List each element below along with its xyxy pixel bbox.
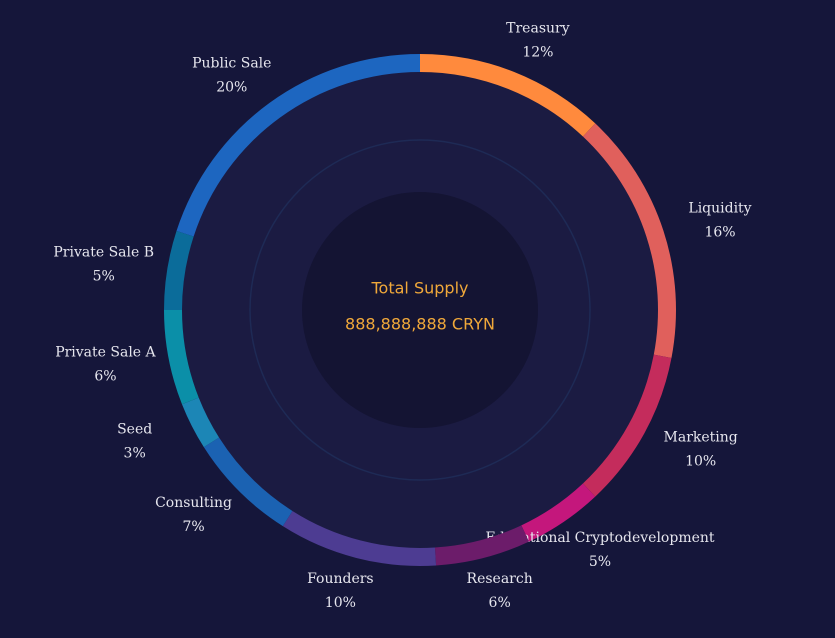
- center-subtitle: 888,888,888 CRYN: [345, 315, 495, 334]
- donut-segment: [164, 310, 199, 405]
- segment-value: 6%: [489, 595, 511, 611]
- segment-value: 5%: [93, 269, 115, 285]
- segment-value: 3%: [124, 446, 146, 462]
- donut-segment: [203, 437, 293, 527]
- segment-label: Liquidity: [688, 200, 751, 216]
- segment-label: Founders: [307, 571, 374, 587]
- segment-label: Public Sale: [192, 55, 271, 71]
- donut-segment: [181, 397, 220, 448]
- segment-value: 16%: [704, 224, 735, 240]
- donut-segment: [521, 483, 596, 542]
- donut-segment: [582, 123, 676, 358]
- donut-segment: [582, 354, 672, 497]
- segment-value: 6%: [94, 368, 116, 384]
- segment-value: 20%: [216, 79, 247, 95]
- segment-label: Seed: [117, 422, 152, 438]
- segment-label: Private Sale A: [55, 344, 156, 360]
- segment-value: 5%: [589, 554, 611, 570]
- segment-value: 12%: [522, 44, 553, 60]
- center-title: Total Supply: [371, 279, 469, 298]
- segment-label: Marketing: [664, 430, 738, 446]
- segment-label: Treasury: [506, 20, 570, 36]
- segment-label: Consulting: [155, 495, 232, 511]
- inner-ring: [249, 139, 591, 481]
- segment-label: Research: [467, 571, 533, 587]
- donut-segment: [282, 510, 437, 566]
- donut-segment: [176, 54, 420, 237]
- center-disc: [302, 192, 538, 428]
- donut-segment: [434, 525, 529, 566]
- segment-value: 10%: [685, 454, 716, 470]
- segment-value: 10%: [325, 595, 356, 611]
- donut-segment: [420, 54, 596, 137]
- donut-segment: [164, 230, 194, 310]
- segment-label: Private Sale B: [53, 245, 154, 261]
- segment-value: 7%: [182, 519, 204, 535]
- segment-label: Educational Cryptodevelopment: [485, 530, 714, 546]
